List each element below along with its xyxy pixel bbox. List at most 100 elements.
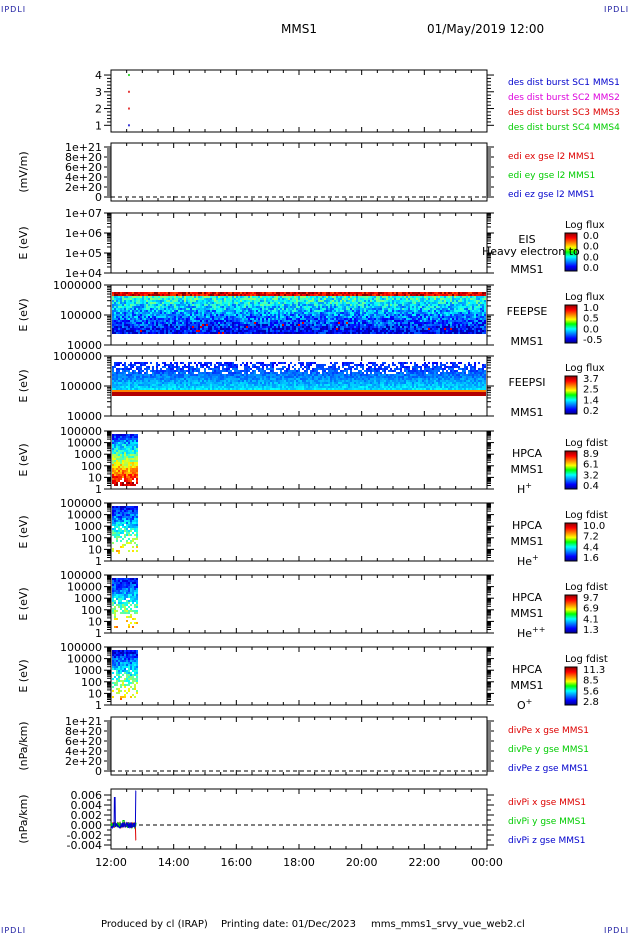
spectrogram-cell: [200, 320, 202, 322]
spectrogram-cell: [416, 296, 418, 298]
spectrogram-cell: [208, 314, 210, 316]
spectrogram-cell: [404, 322, 406, 324]
spectrogram-cell: [120, 380, 122, 382]
spectrogram-cell: [206, 306, 208, 308]
spectrogram-cell: [440, 320, 442, 322]
spectrogram-cell: [114, 392, 116, 394]
spectrogram-cell: [144, 294, 146, 296]
spectrogram-cell: [114, 292, 116, 294]
spectrogram-cell: [116, 322, 118, 324]
spectrogram-cell: [376, 318, 378, 320]
spectrogram-cell: [378, 324, 380, 326]
spectrogram-cell: [410, 298, 412, 300]
spectrogram-cell: [188, 322, 190, 324]
spectrogram-cell: [338, 314, 340, 316]
spectrogram-cell: [356, 328, 358, 330]
spectrogram-cell: [354, 302, 356, 304]
spectrogram-cell: [386, 298, 388, 300]
spectrogram-cell: [186, 320, 188, 322]
spectrogram-cell: [312, 316, 314, 318]
spectrogram-cell: [238, 314, 240, 316]
spectrogram-cell: [402, 304, 404, 306]
spectrogram-cell: [380, 298, 382, 300]
spectrogram-cell: [448, 324, 450, 326]
spectrogram-cell: [442, 332, 444, 334]
spectrogram-cell: [186, 292, 188, 294]
spectrogram-cell: [412, 322, 414, 324]
spectrogram-cell: [292, 320, 294, 322]
spectrogram-cell: [118, 390, 120, 392]
spectrogram-cell: [112, 328, 114, 330]
spectrogram-cell: [210, 292, 212, 294]
spectrogram-cell: [448, 316, 450, 318]
spectrogram-cell: [130, 298, 132, 300]
spectrogram-cell: [236, 324, 238, 326]
spectrogram-cell: [398, 308, 400, 310]
spectrogram-cell: [204, 312, 206, 314]
spectrogram-cell: [468, 306, 470, 308]
spectrogram-cell: [470, 314, 472, 316]
spectrogram-cell: [426, 306, 428, 308]
spectrogram-cell: [428, 314, 430, 316]
spectrogram-cell: [256, 326, 258, 328]
spectrogram-cell: [288, 320, 290, 322]
spectrogram-cell: [264, 332, 266, 334]
spectrogram-cell: [464, 294, 466, 296]
spectrogram-cell: [148, 366, 150, 368]
spectrogram-cell: [446, 328, 448, 330]
spectrogram-cell: [294, 318, 296, 320]
spectrogram-cell: [446, 314, 448, 316]
spectrogram-cell: [286, 292, 288, 294]
spectrogram-cell: [432, 300, 434, 302]
spectrogram-cell: [140, 314, 142, 316]
spectrogram-cell: [228, 306, 230, 308]
spectrogram-cell: [446, 322, 448, 324]
spectrogram-cell: [136, 304, 138, 306]
spectrogram-cell: [362, 292, 364, 294]
spectrogram-cell: [124, 294, 126, 296]
spectrogram-cell: [308, 294, 310, 296]
spectrogram-cell: [158, 298, 160, 300]
spectrogram-cell: [472, 316, 474, 318]
spectrogram-cell: [276, 324, 278, 326]
spectrogram-cell: [430, 332, 432, 334]
spectrogram-cell: [406, 328, 408, 330]
spectrogram-cell: [426, 298, 428, 300]
spectrogram-cell: [434, 330, 436, 332]
spectrogram-cell: [162, 314, 164, 316]
spectrogram-cell: [220, 304, 222, 306]
spectrogram-cell: [352, 330, 354, 332]
spectrogram-cell: [370, 302, 372, 304]
spectrogram-cell: [160, 376, 162, 378]
spectrogram-cell: [286, 320, 288, 322]
spectrogram-cell: [322, 296, 324, 298]
spectrogram-cell: [406, 330, 408, 332]
spectrogram-cell: [156, 330, 158, 332]
spectrogram-cell: [148, 328, 150, 330]
spectrogram-cell: [290, 300, 292, 302]
spectrogram-cell: [444, 318, 446, 320]
spectrogram-cell: [464, 318, 466, 320]
spectrogram-cell: [396, 304, 398, 306]
spectrogram-cell: [394, 314, 396, 316]
spectrogram-cell: [220, 308, 222, 310]
spectrogram-cell: [282, 316, 284, 318]
spectrogram-cell: [328, 310, 330, 312]
spectrogram-cell: [116, 370, 118, 372]
spectrogram-cell: [382, 292, 384, 294]
spectrogram-cell: [136, 312, 138, 314]
spectrogram-cell: [330, 318, 332, 320]
spectrogram-cell: [436, 312, 438, 314]
spectrogram-cell: [146, 296, 148, 298]
spectrogram-cell: [164, 390, 166, 392]
spectrogram-cell: [278, 294, 280, 296]
spectrogram-cell: [442, 298, 444, 300]
spectrogram-cell: [266, 298, 268, 300]
spectrogram-cell: [220, 324, 222, 326]
spectrogram-cell: [420, 320, 422, 322]
spectrogram-cell: [308, 298, 310, 300]
spectrogram-cell: [382, 322, 384, 324]
spectrogram-cell: [440, 318, 442, 320]
spectrogram-cell: [404, 310, 406, 312]
spectrogram-cell: [352, 296, 354, 298]
